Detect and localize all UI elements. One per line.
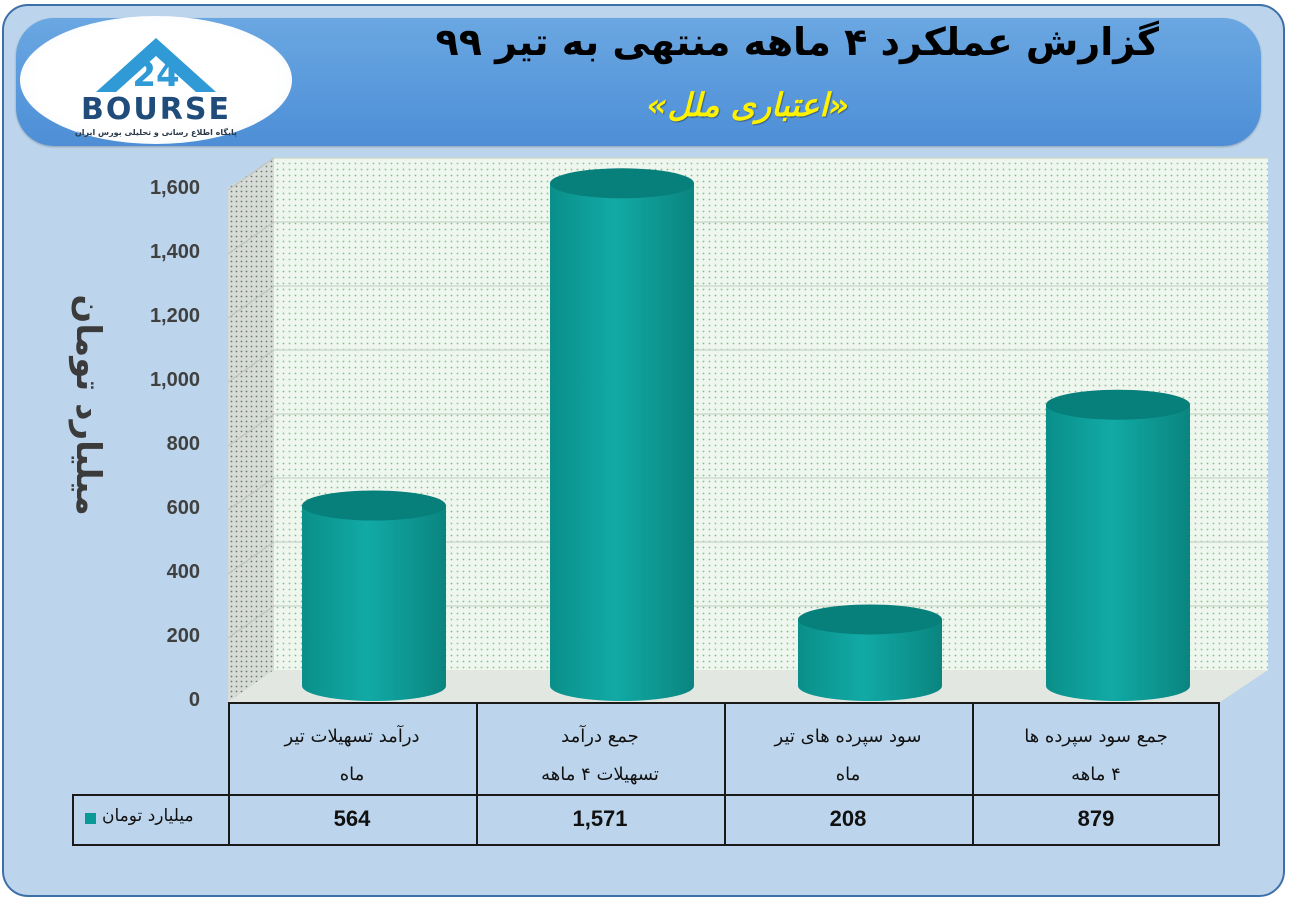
category-label: درآمد تسهیلات تیر ماه	[230, 718, 474, 794]
24-triangle-logo-icon: 24	[96, 38, 216, 95]
gridline-side	[227, 349, 275, 383]
gridline-side	[227, 477, 275, 511]
table-col-line	[228, 702, 230, 846]
bourse-logo: 24 BOURSE پایگاه اطلاع رسانی و تحلیلی بو…	[20, 16, 292, 144]
category-label: سود سپرده های تیر ماه	[726, 718, 970, 794]
y-tick-label: 600	[166, 497, 200, 519]
table-right-line	[1218, 702, 1220, 846]
table-col-line	[724, 702, 726, 846]
legend-label: میلیارد تومان	[102, 806, 194, 826]
data-label: 208	[829, 806, 867, 831]
gridline-side	[227, 157, 275, 191]
y-axis-label: میلیارد تومان	[68, 294, 108, 516]
logo-tagline: پایگاه اطلاع رسانی و تحلیلی بورس ایران	[74, 128, 238, 137]
category-label-line: ۴ ماهه	[1071, 764, 1121, 785]
bar-body	[302, 505, 446, 701]
bar-body	[1046, 404, 1190, 701]
category-label-line: درآمد تسهیلات تیر	[284, 726, 420, 747]
category-label-line: تسهیلات ۴ ماهه	[541, 764, 659, 785]
category-label-line: جمع سود سپرده ها	[1024, 726, 1168, 747]
y-tick-label: 1,400	[149, 241, 200, 263]
table-col-line	[476, 702, 478, 846]
y-tick-label: 0	[188, 689, 200, 711]
table-bottom-line	[72, 844, 1220, 846]
bars	[302, 168, 1190, 701]
data-label: 879	[1077, 806, 1115, 831]
legend-swatch	[85, 813, 96, 824]
logo-name: BOURSE	[81, 92, 231, 127]
bar	[550, 168, 694, 701]
category-label-line: ماه	[835, 764, 861, 785]
gridline-side	[227, 285, 275, 319]
bar-top	[798, 604, 942, 635]
table-mid-line	[72, 794, 1220, 796]
plot-floor	[228, 670, 1268, 702]
y-tick-label: 400	[166, 561, 200, 583]
y-tick-label: 800	[166, 433, 200, 455]
svg-text:24: 24	[132, 55, 179, 95]
bar	[1046, 389, 1190, 701]
data-table: میلیارد تومان درآمد تسهیلات تیر ماه جمع …	[72, 702, 1220, 846]
y-tick-label: 200	[166, 625, 200, 647]
gridline-side	[227, 605, 275, 639]
y-tick-label: 1,000	[149, 369, 200, 391]
gridline-side	[227, 221, 275, 255]
bar	[302, 490, 446, 701]
bar-top	[550, 168, 694, 199]
category-label: جمع درآمد تسهیلات ۴ ماهه	[478, 718, 722, 794]
gridline-side	[227, 413, 275, 447]
data-label: 564	[333, 806, 371, 831]
gridline-side	[227, 541, 275, 575]
bar-body	[798, 619, 942, 701]
bar-body	[550, 183, 694, 701]
bar	[798, 604, 942, 701]
page-subtitle: «اعتباری ملل»	[646, 86, 849, 124]
table-col-line	[972, 702, 974, 846]
bar-top	[1046, 389, 1190, 420]
table-left-line	[72, 794, 74, 846]
category-label: جمع سود سپرده ها ۴ ماهه	[974, 718, 1218, 794]
bar-top	[302, 490, 446, 521]
y-tick-label: 1,200	[149, 305, 200, 327]
data-label: 1,571	[572, 806, 628, 831]
page-title: گزارش عملکرد ۴ ماهه منتهی به تیر ۹۹	[435, 20, 1159, 64]
category-label-line: سود سپرده های تیر	[774, 726, 922, 747]
y-tick-label: 1,600	[149, 177, 200, 199]
category-label-line: ماه	[339, 764, 365, 785]
category-label-line: جمع درآمد	[561, 726, 639, 747]
